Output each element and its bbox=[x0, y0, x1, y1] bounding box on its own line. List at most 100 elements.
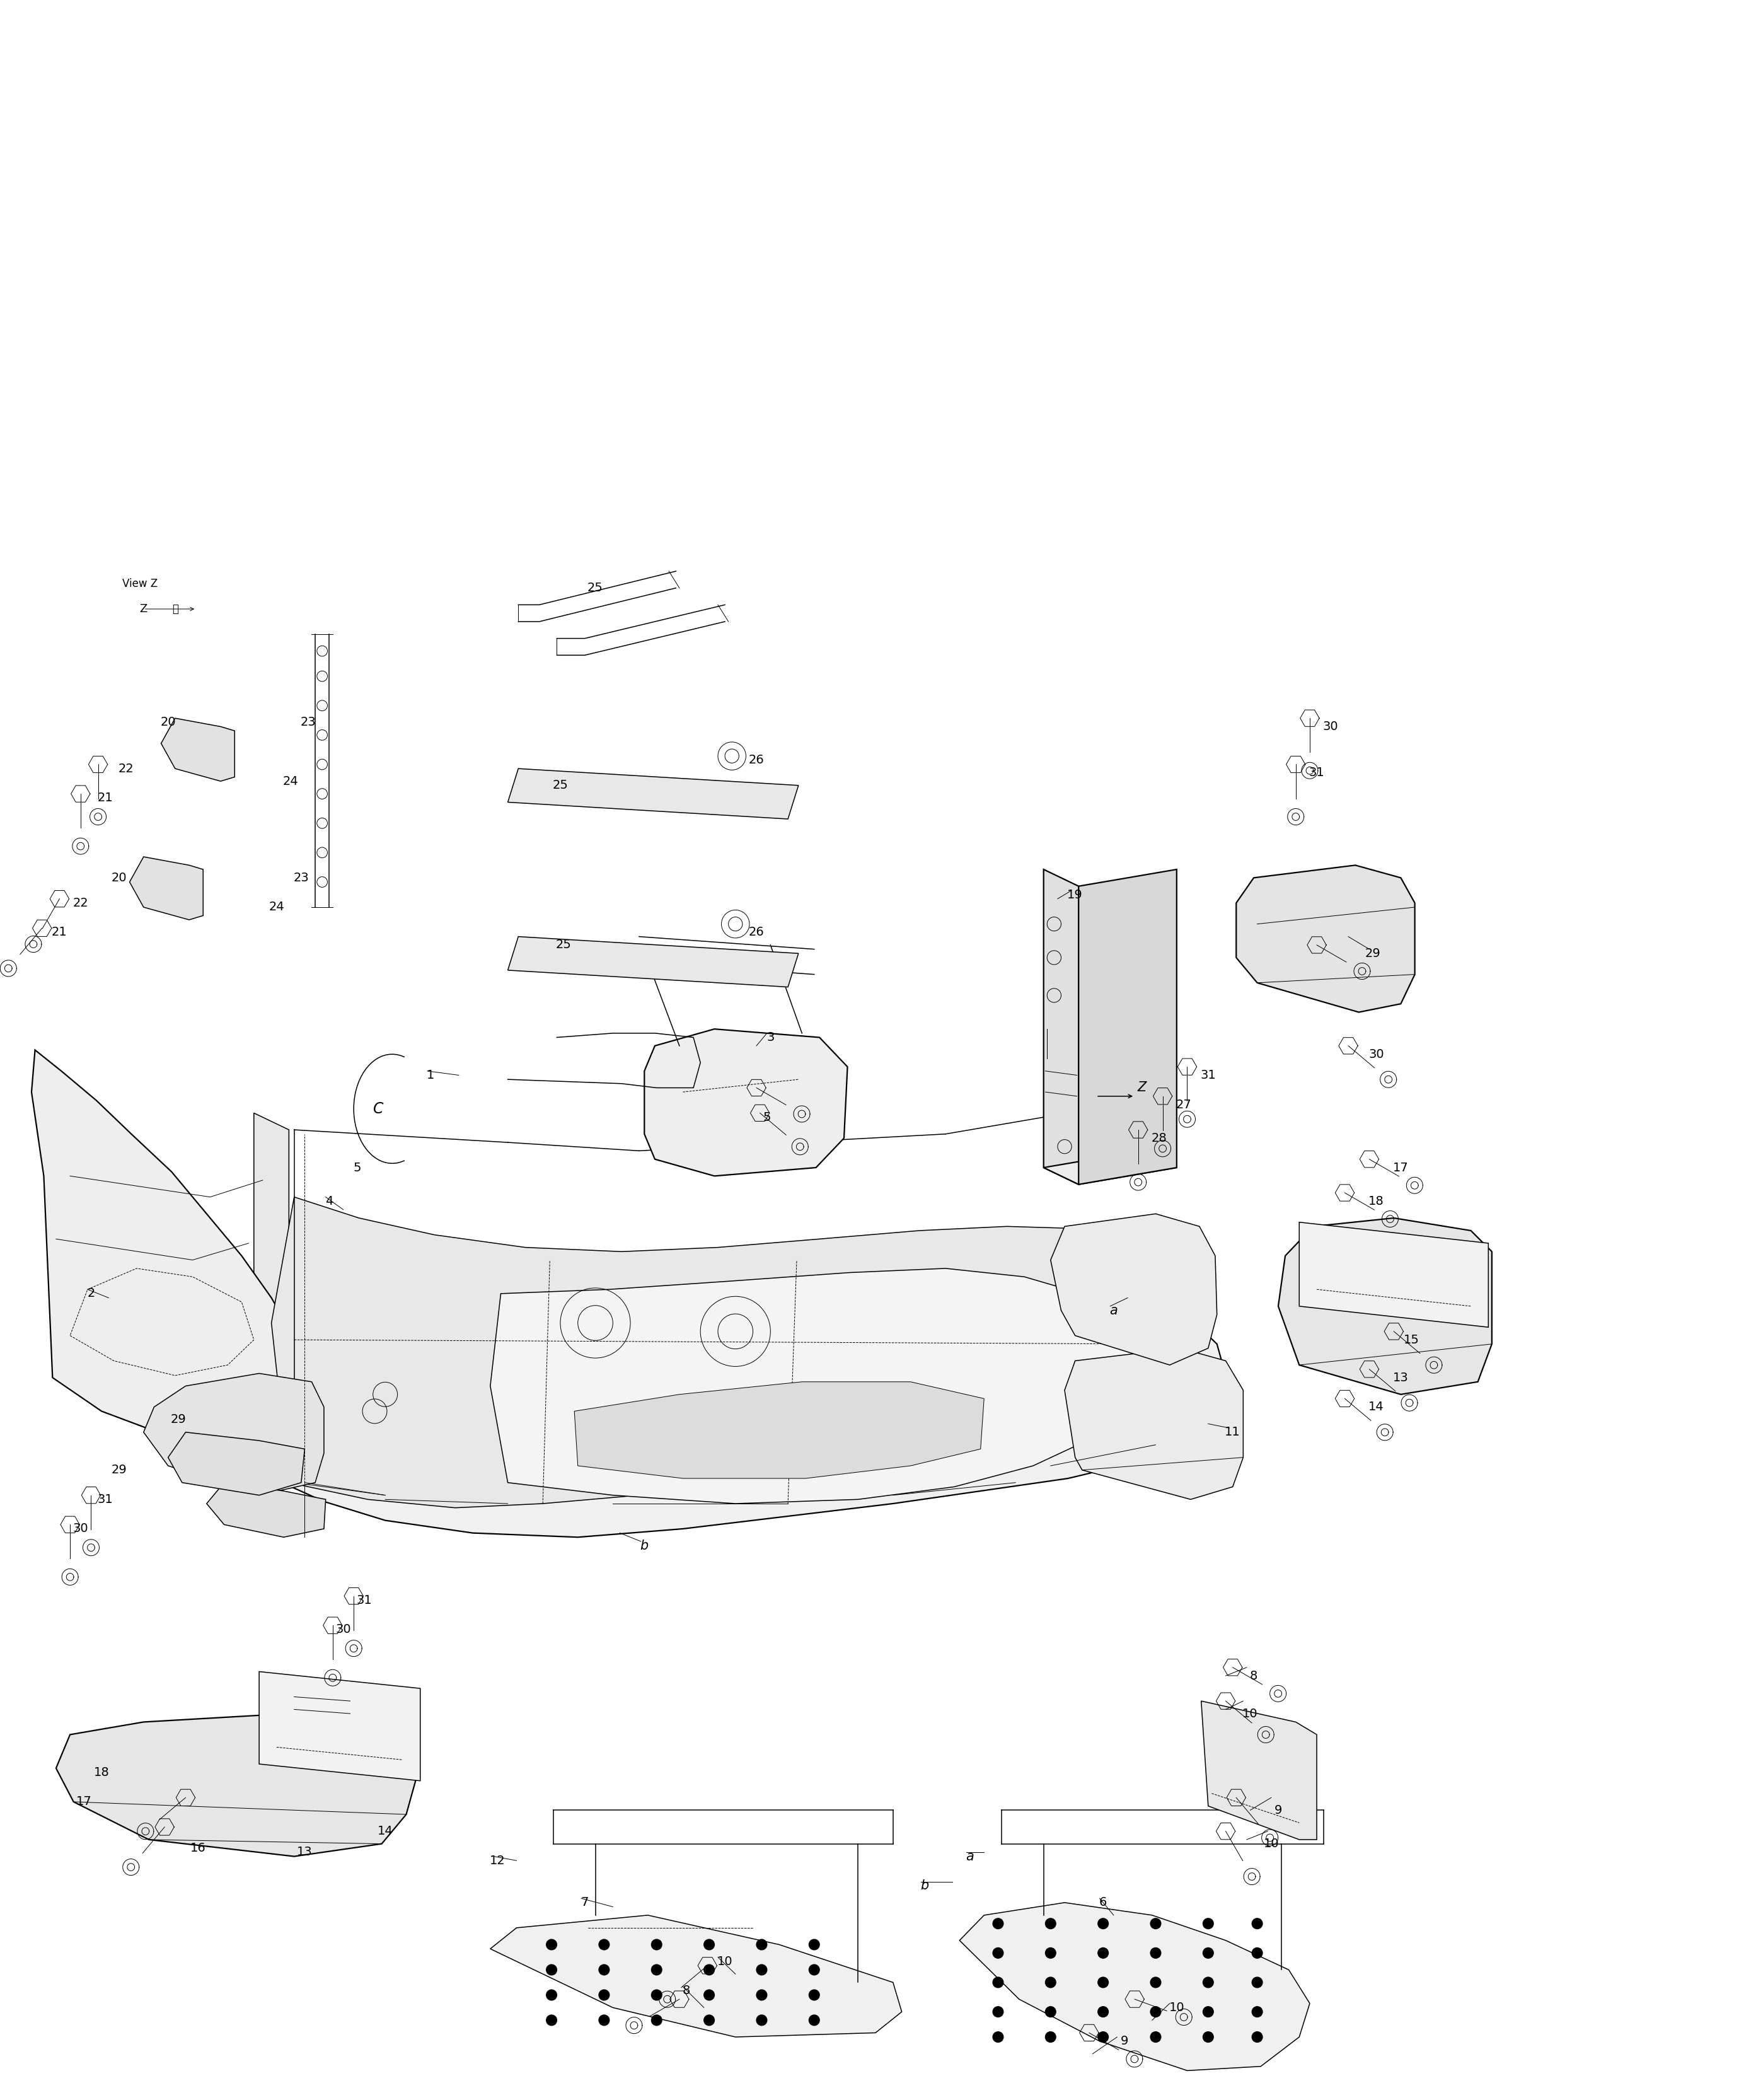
Text: 12: 12 bbox=[490, 1854, 504, 1867]
Text: 指: 指 bbox=[172, 603, 179, 615]
Text: 5: 5 bbox=[763, 1111, 770, 1124]
Text: 31: 31 bbox=[1310, 767, 1324, 779]
Circle shape bbox=[1203, 1947, 1213, 1959]
Circle shape bbox=[756, 1989, 767, 2001]
Polygon shape bbox=[161, 718, 235, 781]
Circle shape bbox=[1252, 2006, 1262, 2018]
Text: 13: 13 bbox=[1394, 1371, 1408, 1384]
Text: 27: 27 bbox=[1177, 1098, 1191, 1111]
Circle shape bbox=[1045, 2031, 1056, 2043]
Circle shape bbox=[546, 1938, 557, 1951]
Circle shape bbox=[1150, 2031, 1161, 2043]
Circle shape bbox=[1150, 1976, 1161, 1989]
Circle shape bbox=[704, 2014, 714, 2026]
Polygon shape bbox=[207, 1483, 326, 1537]
Circle shape bbox=[599, 1989, 609, 2001]
Text: 5: 5 bbox=[354, 1161, 361, 1174]
Text: 9: 9 bbox=[1275, 1804, 1282, 1816]
Polygon shape bbox=[1201, 1701, 1317, 1840]
Circle shape bbox=[1203, 2031, 1213, 2043]
Text: 1: 1 bbox=[427, 1069, 434, 1082]
Circle shape bbox=[1098, 2031, 1108, 2043]
Polygon shape bbox=[32, 1050, 312, 1445]
Text: 25: 25 bbox=[588, 582, 602, 594]
Text: 17: 17 bbox=[77, 1796, 91, 1808]
Polygon shape bbox=[644, 1029, 847, 1176]
Polygon shape bbox=[574, 1382, 984, 1478]
Circle shape bbox=[1045, 1947, 1056, 1959]
Text: 30: 30 bbox=[1324, 720, 1338, 733]
Text: 21: 21 bbox=[98, 792, 112, 804]
Text: 30: 30 bbox=[336, 1623, 350, 1636]
Text: 17: 17 bbox=[1394, 1161, 1408, 1174]
Circle shape bbox=[1150, 2006, 1161, 2018]
Text: Z: Z bbox=[140, 603, 147, 615]
Circle shape bbox=[1252, 1947, 1262, 1959]
Text: 7: 7 bbox=[581, 1896, 588, 1909]
Text: 9: 9 bbox=[1121, 2035, 1128, 2048]
Circle shape bbox=[1045, 1976, 1056, 1989]
Text: 8: 8 bbox=[1250, 1670, 1257, 1682]
Text: 8: 8 bbox=[683, 1984, 690, 1997]
Circle shape bbox=[1098, 1976, 1108, 1989]
Text: b: b bbox=[921, 1880, 928, 1892]
Circle shape bbox=[993, 1917, 1003, 1930]
Text: 28: 28 bbox=[1152, 1132, 1166, 1145]
Text: 30: 30 bbox=[1369, 1048, 1383, 1061]
Circle shape bbox=[1098, 2006, 1108, 2018]
Text: 10: 10 bbox=[1170, 2001, 1184, 2014]
Text: 30: 30 bbox=[74, 1522, 88, 1535]
Circle shape bbox=[756, 2014, 767, 2026]
Circle shape bbox=[809, 2014, 819, 2026]
Polygon shape bbox=[1236, 865, 1415, 1012]
Circle shape bbox=[704, 1964, 714, 1976]
Circle shape bbox=[1098, 1917, 1108, 1930]
Text: 31: 31 bbox=[1201, 1069, 1215, 1082]
Circle shape bbox=[993, 1947, 1003, 1959]
Text: 10: 10 bbox=[718, 1955, 732, 1968]
Text: 24: 24 bbox=[284, 775, 298, 788]
Text: a: a bbox=[967, 1850, 974, 1863]
Polygon shape bbox=[144, 1373, 324, 1495]
Circle shape bbox=[704, 1938, 714, 1951]
Polygon shape bbox=[1079, 869, 1177, 1184]
Polygon shape bbox=[1044, 1151, 1177, 1184]
Text: 19: 19 bbox=[1068, 888, 1082, 901]
Text: 31: 31 bbox=[357, 1594, 371, 1606]
Text: 21: 21 bbox=[53, 926, 67, 939]
Circle shape bbox=[1203, 2006, 1213, 2018]
Text: 14: 14 bbox=[378, 1825, 392, 1838]
Text: C: C bbox=[373, 1100, 383, 1117]
Circle shape bbox=[756, 1964, 767, 1976]
Circle shape bbox=[1150, 1947, 1161, 1959]
Circle shape bbox=[1045, 2006, 1056, 2018]
Circle shape bbox=[1150, 1917, 1161, 1930]
Polygon shape bbox=[1065, 1348, 1243, 1499]
Text: 25: 25 bbox=[557, 939, 571, 951]
Text: 20: 20 bbox=[112, 872, 126, 884]
Polygon shape bbox=[490, 1268, 1147, 1504]
Text: 24: 24 bbox=[270, 901, 284, 914]
Polygon shape bbox=[517, 1390, 893, 1495]
Circle shape bbox=[651, 1964, 662, 1976]
Circle shape bbox=[1045, 1917, 1056, 1930]
Circle shape bbox=[1252, 1976, 1262, 1989]
Text: 23: 23 bbox=[301, 716, 315, 729]
Polygon shape bbox=[1051, 1214, 1217, 1365]
Polygon shape bbox=[508, 937, 798, 987]
Text: 13: 13 bbox=[298, 1846, 312, 1858]
Text: 22: 22 bbox=[74, 897, 88, 909]
Text: 25: 25 bbox=[553, 779, 567, 792]
Circle shape bbox=[1252, 1917, 1262, 1930]
Polygon shape bbox=[490, 1915, 902, 2037]
Text: 10: 10 bbox=[1264, 1838, 1278, 1850]
Polygon shape bbox=[254, 1289, 1226, 1537]
Circle shape bbox=[546, 1989, 557, 2001]
Text: 18: 18 bbox=[1369, 1195, 1383, 1208]
Circle shape bbox=[546, 2014, 557, 2026]
Circle shape bbox=[651, 1938, 662, 1951]
Text: 2: 2 bbox=[88, 1287, 95, 1300]
Circle shape bbox=[704, 1989, 714, 2001]
Polygon shape bbox=[168, 1432, 305, 1495]
Circle shape bbox=[546, 1964, 557, 1976]
